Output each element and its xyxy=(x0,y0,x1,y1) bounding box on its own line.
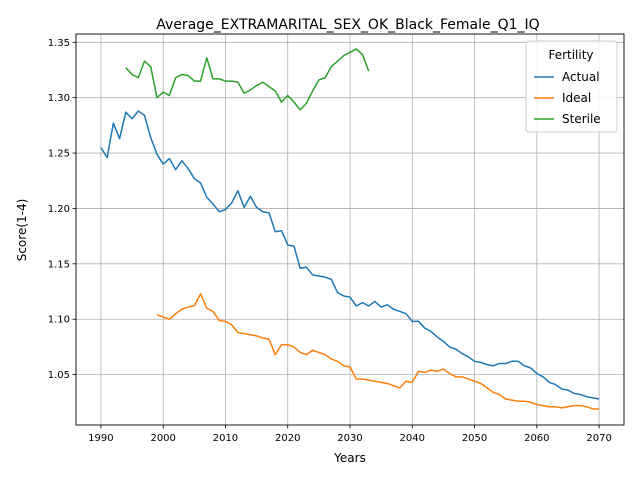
series-line-sterile xyxy=(125,48,370,111)
series-line-actual xyxy=(100,110,600,400)
y-tick-label: 1.05 xyxy=(48,370,70,381)
x-tick-label: 1990 xyxy=(88,433,113,444)
x-tick-label: 2020 xyxy=(275,433,300,444)
x-axis-label: Years xyxy=(333,451,366,465)
x-tick-label: 2070 xyxy=(586,433,611,444)
x-tick-label: 2030 xyxy=(337,433,362,444)
x-tick-label: 2000 xyxy=(150,433,175,444)
x-tick-label: 2010 xyxy=(213,433,238,444)
series-line-ideal xyxy=(156,292,600,410)
y-tick-label: 1.25 xyxy=(48,149,70,160)
legend-label-actual: Actual xyxy=(562,70,600,84)
x-axis: 1990 2000 2010 2020 2030 2040 2050 2060 2070 xyxy=(88,425,612,444)
y-tick-label: 1.30 xyxy=(48,93,70,104)
legend-title: Fertility xyxy=(548,48,593,62)
y-axis: 1.05 1.10 1.15 1.20 1.25 1.30 1.35 xyxy=(48,38,76,381)
series-layer xyxy=(100,48,600,410)
x-tick-label: 2060 xyxy=(524,433,549,444)
legend-label-sterile: Sterile xyxy=(562,112,601,126)
x-tick-label: 2040 xyxy=(400,433,425,444)
y-tick-label: 1.20 xyxy=(48,204,70,215)
y-tick-label: 1.15 xyxy=(48,259,70,270)
legend: Fertility Actual Ideal Sterile xyxy=(525,40,618,133)
y-axis-label: Score(1-4) xyxy=(15,199,29,262)
legend-label-ideal: Ideal xyxy=(562,91,591,105)
legend-box xyxy=(525,40,618,133)
x-tick-label: 2050 xyxy=(462,433,487,444)
y-tick-label: 1.35 xyxy=(48,38,70,49)
chart-title: Average_EXTRAMARITAL_SEX_OK_Black_Female… xyxy=(156,17,539,33)
y-tick-label: 1.10 xyxy=(48,315,70,326)
